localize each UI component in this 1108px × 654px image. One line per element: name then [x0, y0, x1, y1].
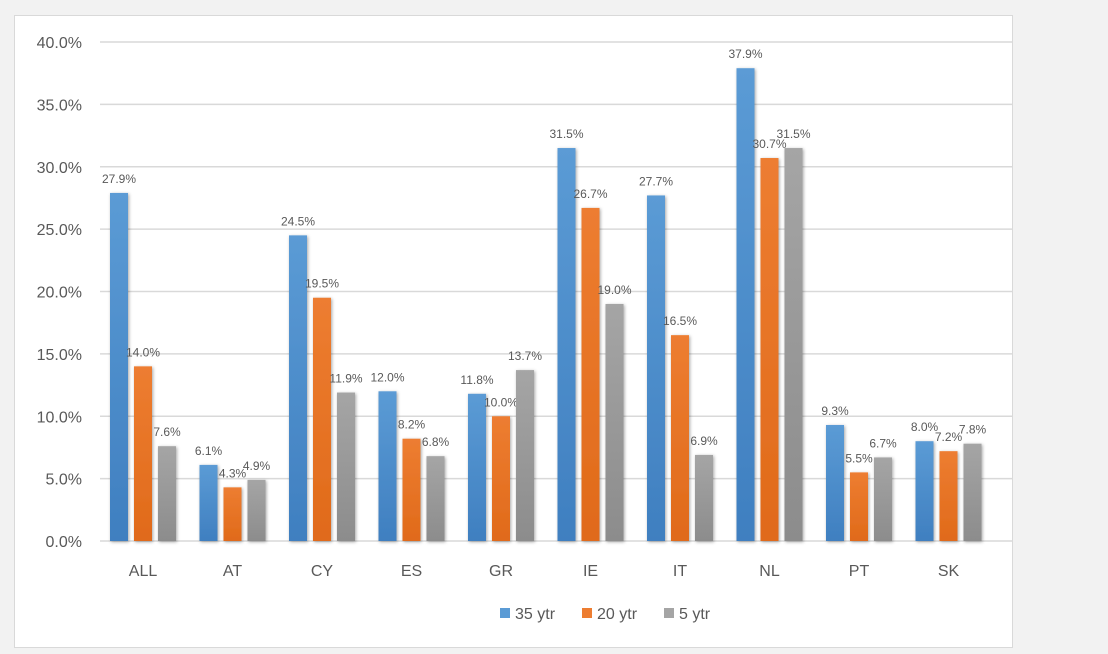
bar-IT-35ytr: [647, 195, 665, 541]
bar-ALL-20ytr: [134, 366, 152, 541]
bar-IE-20ytr: [581, 207, 600, 542]
y-tick-label: 5.0%: [46, 472, 82, 489]
data-label: 9.3%: [821, 404, 849, 418]
bar-IE-5ytr: [605, 303, 624, 541]
y-tick-label: 20.0%: [37, 285, 82, 302]
legend-swatch: [500, 608, 510, 618]
data-label: 8.2%: [398, 418, 426, 432]
data-label: 30.7%: [752, 137, 786, 151]
bar-PT-35ytr: [826, 424, 844, 541]
bar-GR-20ytr: [492, 416, 510, 541]
y-tick-label: 10.0%: [37, 409, 82, 426]
x-tick-label: CY: [311, 563, 334, 580]
bar-AT-5ytr: [247, 479, 266, 541]
bar-ES-35ytr: [378, 391, 397, 541]
data-label: 4.3%: [219, 466, 247, 480]
bar-AT-35ytr: [199, 464, 218, 541]
x-tick-label: ES: [401, 563, 422, 580]
y-tick-label: 40.0%: [37, 35, 82, 52]
bar-GR-5ytr: [516, 370, 534, 541]
data-label: 11.9%: [329, 372, 362, 386]
bar-ALL-35ytr: [110, 192, 128, 541]
data-label: 6.1%: [195, 444, 223, 458]
x-tick-label: IT: [673, 563, 687, 580]
data-label: 8.0%: [911, 420, 939, 434]
data-label: 14.0%: [126, 345, 160, 359]
bar-IT-5ytr: [695, 454, 713, 541]
bar-NL-35ytr: [736, 68, 755, 541]
chart-panel: [14, 15, 1013, 648]
bar-NL-20ytr: [760, 158, 779, 541]
bar-NL-5ytr: [784, 148, 803, 541]
data-label: 19.0%: [597, 283, 631, 297]
legend-swatch: [582, 608, 592, 618]
bar-CY-5ytr: [337, 392, 355, 541]
bar-ES-5ytr: [426, 456, 445, 541]
bar-IE-35ytr: [557, 148, 576, 541]
data-label: 27.7%: [639, 174, 673, 188]
data-label: 13.7%: [508, 349, 542, 363]
data-label: 16.5%: [663, 314, 697, 328]
x-tick-label: NL: [759, 563, 780, 580]
y-tick-label: 15.0%: [37, 347, 82, 364]
x-tick-label: ALL: [129, 563, 158, 580]
bar-PT-20ytr: [850, 472, 868, 541]
bar-ALL-5ytr: [158, 446, 176, 541]
x-tick-label: SK: [938, 563, 960, 580]
y-tick-label: 0.0%: [46, 534, 82, 551]
bar-AT-20ytr: [223, 487, 242, 541]
data-label: 24.5%: [281, 214, 315, 228]
x-tick-label: GR: [489, 563, 513, 580]
bar-CY-20ytr: [313, 297, 331, 541]
data-label: 7.8%: [959, 423, 987, 437]
bar-SK-20ytr: [939, 451, 958, 541]
data-label: 31.5%: [549, 127, 583, 141]
x-tick-label: PT: [849, 563, 870, 580]
data-label: 37.9%: [728, 47, 762, 61]
data-label: 12.0%: [370, 370, 404, 384]
legend-label: 20 ytr: [597, 606, 638, 623]
bar-GR-35ytr: [468, 393, 486, 541]
data-label: 4.9%: [243, 459, 271, 473]
legend-label: 35 ytr: [515, 606, 556, 623]
bar-CY-35ytr: [289, 235, 307, 542]
bar-SK-5ytr: [963, 443, 982, 541]
legend-label: 5 ytr: [679, 606, 711, 623]
data-label: 10.0%: [484, 395, 518, 409]
data-label: 6.7%: [869, 436, 897, 450]
x-tick-label: IE: [583, 563, 598, 580]
data-label: 7.6%: [153, 425, 181, 439]
data-label: 5.5%: [845, 451, 873, 465]
data-label: 7.2%: [935, 430, 963, 444]
y-tick-label: 35.0%: [37, 97, 82, 114]
data-label: 11.8%: [460, 373, 493, 387]
data-label: 6.9%: [690, 434, 718, 448]
y-tick-label: 25.0%: [37, 222, 82, 239]
bar-SK-35ytr: [915, 441, 934, 541]
bar-IT-20ytr: [671, 335, 689, 541]
bar-PT-5ytr: [874, 457, 892, 541]
legend-swatch: [664, 608, 674, 618]
data-label: 31.5%: [776, 127, 810, 141]
data-label: 27.9%: [102, 172, 136, 186]
x-tick-label: AT: [223, 563, 242, 580]
y-tick-label: 30.0%: [37, 160, 82, 177]
data-label: 6.8%: [422, 435, 450, 449]
data-label: 19.5%: [305, 277, 339, 291]
bar-ES-20ytr: [402, 438, 421, 541]
data-label: 26.7%: [573, 187, 607, 201]
